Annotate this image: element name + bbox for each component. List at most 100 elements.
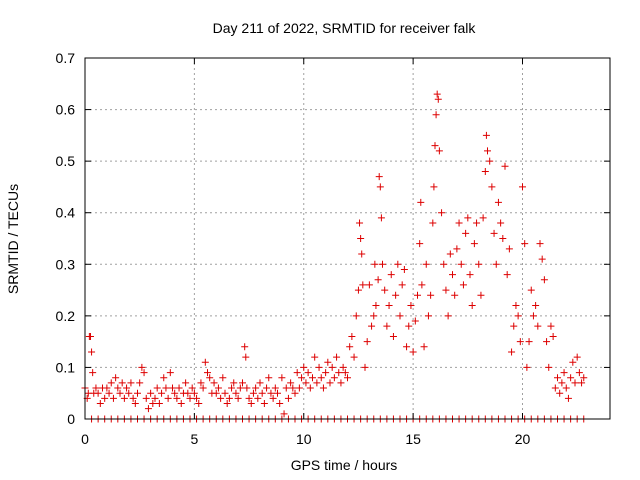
data-point [375,173,383,181]
data-point [260,400,268,408]
data-point [169,384,176,392]
data-point [274,389,281,397]
data-point [147,389,155,397]
data-point [481,167,489,175]
y-tick-label: 0.6 [56,102,76,118]
data-point [92,384,100,392]
data-point [479,214,487,222]
data-point [234,394,242,402]
data-point [411,317,419,325]
data-point [243,384,251,392]
data-point [417,198,425,206]
data-point [201,358,209,366]
data-point [242,353,250,361]
data-point [254,394,262,402]
data-point [444,312,452,320]
data-point [219,374,227,382]
data-point [438,209,446,217]
data-point [341,369,349,377]
data-point [101,394,109,402]
data-point [348,332,356,340]
data-point [247,400,255,408]
data-point [387,271,395,279]
data-point [385,302,393,310]
axis-ticks: 0 5 10 15 20 0 0.1 0.2 0.3 0.4 0.5 0.6 0.7 [56,50,610,447]
data-point [125,389,133,397]
data-point [284,394,292,402]
data-point [138,363,146,371]
y-tick-label: 0.5 [56,153,76,169]
data-point [508,348,516,356]
data-point [527,286,535,294]
data-points [81,90,588,423]
data-point [473,219,481,227]
data-point [434,95,442,103]
data-point [173,394,181,402]
data-point [370,312,378,320]
data-point [432,111,440,119]
data-point [212,389,220,397]
data-point [547,322,555,330]
data-point [282,384,290,392]
data-point [190,389,198,397]
x-tick-label: 0 [81,431,89,447]
data-point [188,384,196,392]
data-point [223,400,231,408]
data-point [356,219,364,227]
data-point [457,260,465,268]
data-point [287,379,295,387]
data-point [302,379,310,387]
y-tick-label: 0.7 [56,50,76,66]
data-point [228,384,236,392]
data-point [300,363,308,371]
data-point [134,389,141,397]
data-point [368,322,376,330]
data-point [475,260,483,268]
data-point [440,260,448,268]
data-point [210,379,218,387]
data-point [575,369,583,377]
data-point [389,332,397,340]
data-point [501,162,509,170]
data-point [245,394,253,402]
data-point [464,214,472,222]
data-point [88,348,96,356]
data-point [346,343,354,351]
data-point [558,379,566,387]
data-point [505,245,513,253]
data-point [322,369,330,377]
grid-lines [85,58,610,419]
data-point [265,374,273,382]
data-point [571,379,579,387]
data-point [503,271,511,279]
data-point [556,389,564,397]
chart-title: Day 211 of 2022, SRMTID for receiver fal… [213,20,477,36]
data-point [449,271,456,279]
data-point [494,198,502,206]
data-point [433,90,441,98]
data-point [94,389,102,397]
data-point [129,394,137,402]
data-point [333,353,341,361]
data-point [536,240,544,248]
data-point [177,400,185,408]
data-point [361,363,369,371]
data-point [580,374,588,382]
data-point [164,394,172,402]
x-axis-label: GPS time / hours [291,457,398,473]
data-point [418,281,426,289]
data-point [499,235,507,242]
data-point [155,400,163,408]
data-point [543,338,551,346]
data-point [516,338,524,346]
x-tick-label: 10 [296,431,312,447]
data-point [217,394,225,402]
data-point [490,229,498,237]
data-point [350,353,358,361]
data-point [529,312,537,320]
data-point [289,384,297,392]
data-point [455,219,463,227]
data-point [263,384,271,392]
data-point [291,389,299,397]
